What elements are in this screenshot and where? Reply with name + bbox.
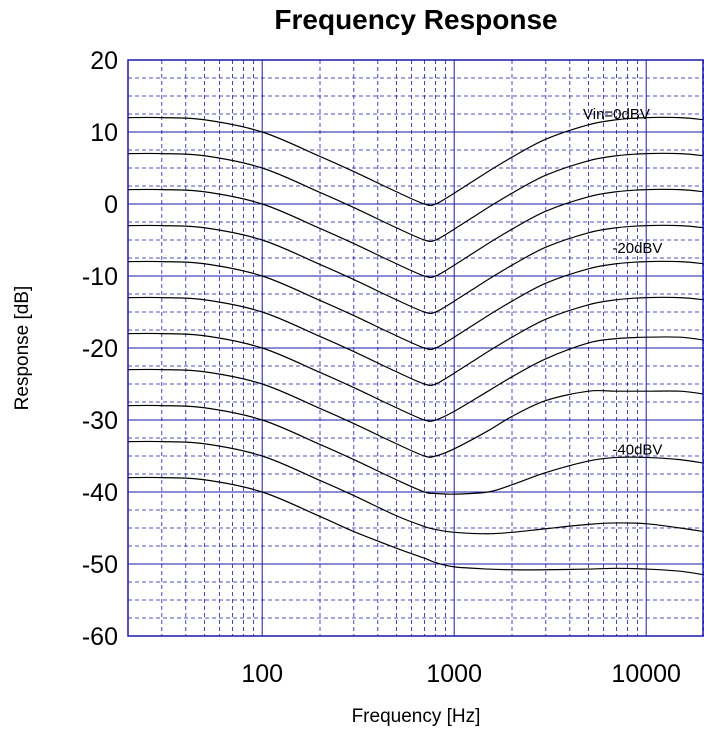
y-tick-label: 0 xyxy=(104,191,118,219)
y-tick-label: -60 xyxy=(82,623,118,651)
curve-annotation-3: -40dBV xyxy=(612,442,662,459)
grid-layer xyxy=(127,59,704,637)
y-tick-label: 20 xyxy=(90,47,118,75)
series-line-10 xyxy=(127,440,704,535)
series-line-9 xyxy=(127,404,704,495)
series-line-4 xyxy=(127,224,704,315)
series-line-3 xyxy=(127,188,704,279)
series-line-2 xyxy=(127,152,704,243)
annotation-layer: Vin=0dBV -20dBV -40dBV xyxy=(583,106,662,459)
series-line-8 xyxy=(127,368,704,458)
y-axis-label: Response [dB] xyxy=(12,285,33,411)
y-tick-label: -50 xyxy=(82,551,118,579)
curve-annotation-1: Vin=0dBV xyxy=(583,106,650,123)
y-tick-label: -30 xyxy=(82,407,118,435)
series-line-5 xyxy=(127,260,704,351)
x-axis-label: Frequency [Hz] xyxy=(351,706,481,727)
series-line-1 xyxy=(127,116,704,207)
chart-title: Frequency Response xyxy=(274,4,558,35)
curve-annotation-2: -20dBV xyxy=(612,240,662,257)
y-tick-label: -10 xyxy=(82,263,118,291)
y-tick-label: -40 xyxy=(82,479,118,507)
series-line-6 xyxy=(127,296,704,387)
series-line-7 xyxy=(127,332,704,422)
y-tick-label: 10 xyxy=(90,119,118,147)
curve-layer xyxy=(127,116,704,576)
x-tick-label: 10000 xyxy=(611,660,681,688)
x-tick-label: 1000 xyxy=(426,660,482,688)
x-tick-label: 100 xyxy=(241,660,283,688)
series-line-11 xyxy=(127,476,704,576)
plot-frame xyxy=(127,59,704,637)
y-tick-label: -20 xyxy=(82,335,118,363)
